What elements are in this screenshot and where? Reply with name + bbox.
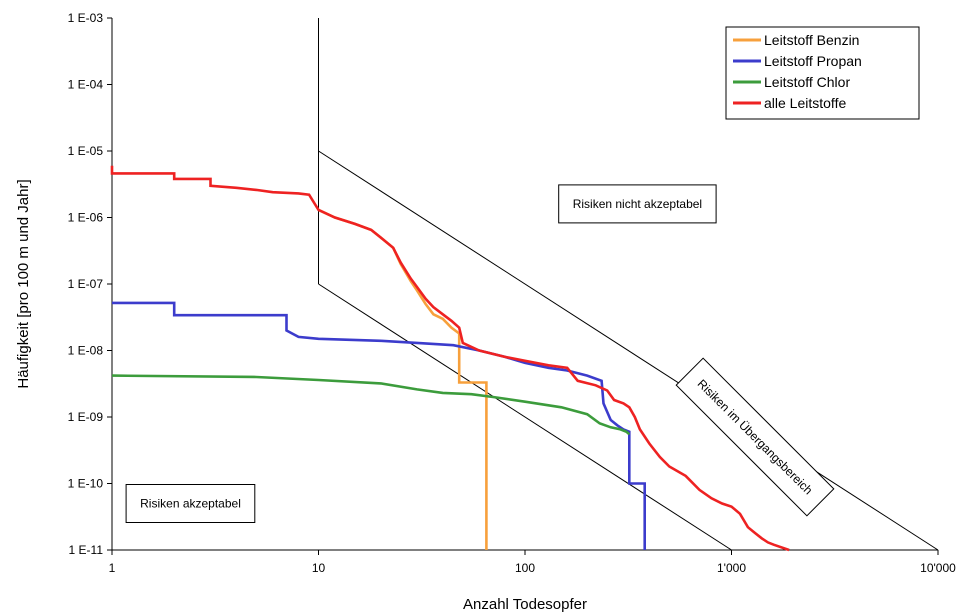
- annotation: Risiken nicht akzeptabel: [558, 184, 717, 224]
- y-tick-label: 1 E-08: [68, 344, 104, 358]
- reference-line: [318, 283, 732, 551]
- y-tick-label: 1 E-11: [69, 543, 104, 557]
- legend-label: Leitstoff Propan: [764, 53, 862, 69]
- y-tick-label: 1 E-04: [68, 78, 104, 92]
- reference-lines: [318, 18, 939, 551]
- series-layer: [110, 165, 790, 552]
- annotation-text: Risiken nicht akzeptabel: [573, 197, 702, 211]
- legend: Leitstoff Benzin Leitstoff Propan Leitstof…: [725, 26, 920, 120]
- legend-label: Leitstoff Chlor: [764, 74, 850, 90]
- y-tick-label: 1 E-10: [68, 477, 104, 491]
- series-line: [110, 165, 790, 552]
- annotations: Risiken nicht akzeptabel Risiken im Überg…: [125, 184, 835, 523]
- annotation: Risiken im Übergangsbereich: [675, 357, 835, 517]
- y-tick-label: 1 E-07: [68, 277, 104, 291]
- x-tick-label: 10: [312, 561, 326, 575]
- annotation-text: Risiken im Übergangsbereich: [695, 377, 816, 498]
- y-tick-label: 1 E-09: [68, 410, 104, 424]
- x-tick-label: 1: [109, 561, 116, 575]
- y-tick-label: 1 E-05: [68, 144, 104, 158]
- x-tick-label: 100: [515, 561, 535, 575]
- annotation-box: [558, 184, 717, 224]
- x-tick-label: 10'000: [920, 561, 956, 575]
- x-ticks: 1 10 100 1'000 10'000: [109, 550, 956, 575]
- x-tick-label: 1'000: [717, 561, 746, 575]
- series-line: [111, 374, 631, 436]
- annotation-box: [675, 357, 835, 517]
- y-tick-label: 1 E-06: [68, 211, 104, 225]
- y-tick-label: 1 E-03: [68, 11, 104, 25]
- annotation: Risiken akzeptabel: [125, 484, 256, 523]
- legend-label: Leitstoff Benzin: [764, 32, 859, 48]
- reference-line: [318, 150, 939, 551]
- legend-label: alle Leitstoffe: [764, 95, 846, 111]
- annotation-box: [125, 484, 256, 523]
- series-line: [317, 208, 488, 550]
- annotation-text: Risiken akzeptabel: [140, 497, 241, 511]
- y-ticks: 1 E-11 1 E-10 1 E-09 1 E-08 1 E-07 1 E-06 1 E-…: [68, 11, 112, 557]
- y-axis-label: Häufigkeit [pro 100 m und Jahr]: [15, 179, 32, 388]
- x-axis-label: Anzahl Todesopfer: [463, 596, 587, 613]
